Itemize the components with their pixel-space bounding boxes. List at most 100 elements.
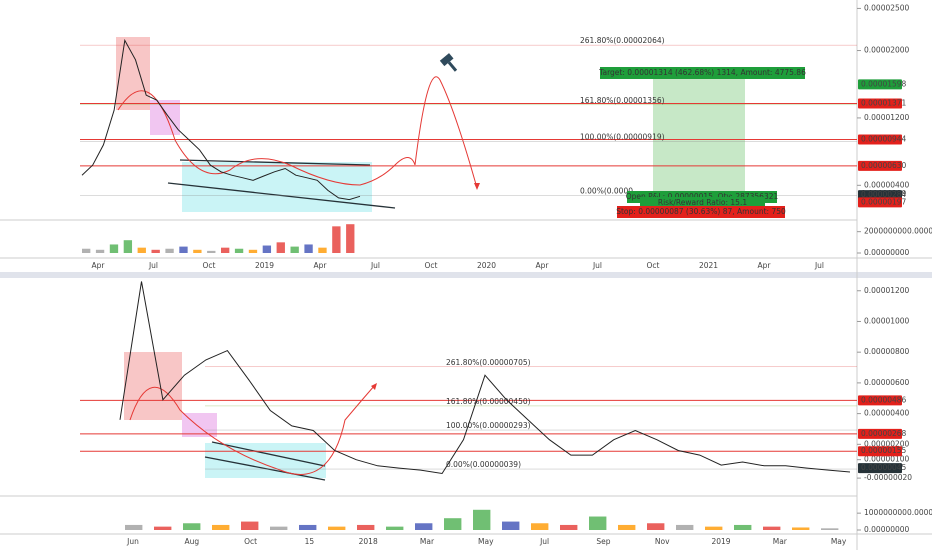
volume-bar (262, 245, 272, 253)
volume-bar (109, 244, 119, 253)
arrow-head (474, 183, 480, 190)
volume-bar (444, 518, 462, 530)
volume-bar (734, 524, 752, 530)
price-line (119, 281, 851, 475)
volume-tick-label: 1000000000.00000000 (864, 508, 932, 517)
price-badge-label: 0.00000284 (861, 190, 907, 199)
volume-bar (276, 242, 285, 253)
x-tick-label: Jun (126, 537, 139, 546)
violet-box (150, 100, 180, 135)
volume-bar (234, 248, 244, 253)
x-tick-label: Oct (203, 261, 216, 270)
fib-label: 161.80%(0.00000450) (446, 397, 531, 406)
price-badge-label: 0.00001371 (861, 99, 907, 108)
price-badge-label: 0.00000630 (861, 161, 907, 170)
x-tick-label: 15 (305, 537, 315, 546)
volume-bar (82, 248, 91, 253)
volume-bar (207, 250, 216, 253)
volume-bar (589, 516, 607, 530)
volume-bar (473, 509, 491, 530)
x-tick-label: Sep (596, 537, 610, 546)
price-badge-label: 0.00001598 (861, 79, 907, 88)
volume-bar (618, 524, 636, 530)
volume-bar (332, 226, 341, 253)
x-tick-label: Jul (370, 261, 380, 270)
gavel-icon (439, 53, 458, 72)
volume-bar (95, 249, 105, 253)
volume-bar (179, 246, 188, 253)
x-tick-label: Apr (92, 261, 106, 270)
volume-bar (183, 523, 201, 530)
x-tick-label: Oct (425, 261, 438, 270)
volume-bar (299, 524, 317, 530)
price-line (81, 38, 361, 201)
volume-tick-label: 2000000000.00000000 (864, 227, 932, 236)
volume-bar (531, 523, 549, 530)
volume-tick-label: 0.00000000 (864, 248, 910, 257)
price-badge (858, 463, 902, 474)
volume-bar (137, 247, 146, 253)
volume-bar (502, 521, 520, 530)
y-tick-label: 0.00001000 (864, 316, 910, 325)
pink-box (124, 352, 182, 420)
volume-bar (763, 526, 781, 530)
volume-bar (676, 524, 694, 530)
x-tick-label: 2019 (711, 537, 730, 546)
x-tick-label: Jul (148, 261, 158, 270)
x-tick-label: Jul (539, 537, 549, 546)
x-tick-label: Mar (420, 537, 435, 546)
price-badge-label: 0.00000155 (861, 446, 907, 455)
fib-label: 0.00%(0.00000039) (446, 460, 521, 469)
x-tick-label: 2020 (477, 261, 496, 270)
y-tick-label: 0.00001200 (864, 286, 910, 295)
position-label: Target: 0.00001314 (462.68%) 1314, Amoun… (598, 68, 806, 77)
position-label: Risk/Reward Ratio: 15.1 (658, 198, 747, 207)
fib-label: 100.00%(0.00000293) (446, 421, 531, 430)
x-tick-label: Oct (244, 537, 257, 546)
x-tick-label: Nov (655, 537, 670, 546)
fib-label: 100.00%(0.00000919) (580, 133, 665, 142)
position-box (617, 206, 785, 218)
x-tick-label: May (478, 537, 494, 546)
price-badge-label: 0.00000197 (861, 197, 907, 206)
y-tick-label: 0.00002000 (864, 46, 910, 55)
volume-bar (318, 247, 327, 253)
price-badge-label: 0.00000486 (861, 395, 907, 404)
volume-bar (415, 523, 433, 530)
position-box (600, 67, 805, 79)
x-tick-label: 2021 (699, 261, 718, 270)
volume-bar (386, 526, 404, 530)
x-tick-label: Apr (536, 261, 550, 270)
target-zone (653, 75, 745, 197)
x-tick-label: Aug (184, 537, 199, 546)
volume-bar (154, 526, 172, 530)
volume-bar (705, 526, 723, 530)
cyan-box (182, 162, 372, 212)
y-tick-label: 0.00000800 (864, 347, 910, 356)
volume-bar (357, 524, 375, 530)
channel-line (204, 456, 326, 481)
volume-bar (304, 244, 313, 253)
fib-label: 161.80%(0.00001356) (580, 96, 665, 105)
position-label: Stop: 0.00000087 (30.63%) 87, Amount: 75… (616, 207, 786, 216)
fib-label: 0.00%(0.0000 (580, 186, 633, 195)
volume-bar (193, 249, 202, 253)
y-tick-label: 0.00000200 (864, 439, 910, 448)
price-badge-label: 0.00000045 (861, 463, 907, 472)
volume-bar (290, 246, 299, 253)
y-tick-label: 0.00002500 (864, 3, 910, 12)
volume-bar (151, 249, 160, 253)
volume-bar (328, 526, 346, 530)
x-tick-label: 2018 (359, 537, 378, 546)
position-label: Open P&L: 0.00000015, Qty: 287356321 (626, 192, 779, 201)
y-tick-label: 0.00000100 (864, 455, 910, 464)
x-tick-label: Jul (814, 261, 824, 270)
volume-bar (270, 526, 288, 530)
x-tick-label: 2019 (255, 261, 274, 270)
x-tick-label: Mar (773, 537, 788, 546)
y-tick-label: 0.00000600 (864, 378, 910, 387)
volume-bar (241, 521, 259, 530)
volume-tick-label: 0.00000000 (864, 525, 910, 534)
channel-line (211, 441, 326, 467)
